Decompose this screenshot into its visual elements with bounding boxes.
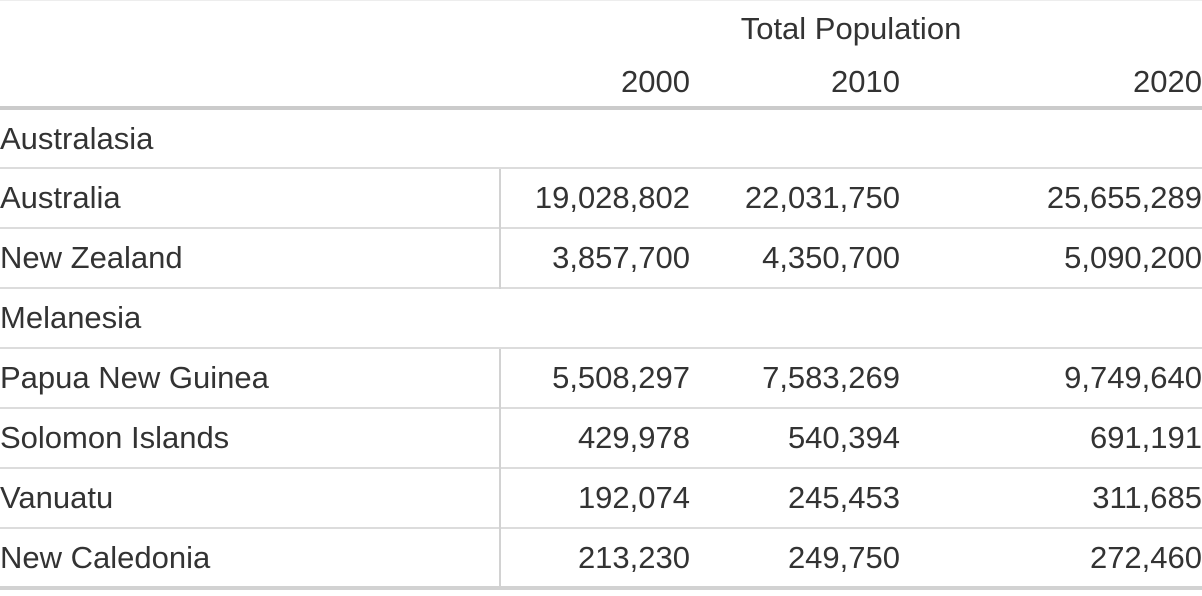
- population-value-2020: 5,090,200: [900, 227, 1202, 288]
- country-label: Vanuatu: [0, 467, 500, 528]
- country-label: Australia: [0, 167, 500, 228]
- population-value-2000: 3,857,700: [499, 227, 690, 288]
- country-label: Papua New Guinea: [0, 347, 500, 408]
- title-row: Total Population: [0, 1, 1202, 57]
- table-header: Total Population 2000 2010 2020: [0, 1, 1202, 110]
- country-label: New Zealand: [0, 227, 500, 288]
- group-label: Australasia: [0, 120, 154, 156]
- population-value-2000: 5,508,297: [499, 347, 690, 408]
- population-value-2000: 213,230: [499, 527, 690, 590]
- group-row-melanesia: Melanesia: [0, 287, 1202, 348]
- group-label: Melanesia: [0, 287, 1202, 348]
- year-header-2010: 2010: [690, 57, 900, 110]
- population-value-2010: 7,583,269: [690, 347, 900, 408]
- year-header-2000: 2000: [500, 57, 690, 110]
- population-value-2020: 25,655,289: [900, 167, 1202, 228]
- table-row-vanuatu: Vanuatu 192,074 245,453 311,685: [0, 467, 1202, 528]
- population-value-2000: 192,074: [499, 467, 690, 528]
- title-spacer-cell: [0, 1, 500, 57]
- population-value-2020: 691,191: [900, 407, 1202, 468]
- table-row-new-zealand: New Zealand 3,857,700 4,350,700 5,090,20…: [0, 227, 1202, 288]
- population-value-2000: 19,028,802: [499, 167, 690, 228]
- group-row-australasia: Australasia: [0, 108, 1202, 168]
- population-value-2020: 272,460: [900, 527, 1202, 590]
- country-label: New Caledonia: [0, 527, 500, 590]
- table-body: Australasia Australia 19,028,802 22,031,…: [0, 108, 1202, 590]
- table-row-new-caledonia: New Caledonia 213,230 249,750 272,460: [0, 527, 1202, 590]
- population-value-2020: 311,685: [900, 467, 1202, 528]
- population-value-2000: 429,978: [499, 407, 690, 468]
- population-value-2010: 249,750: [690, 527, 900, 590]
- population-value-2010: 4,350,700: [690, 227, 900, 288]
- year-header-2020: 2020: [900, 57, 1202, 110]
- year-header-row: 2000 2010 2020: [0, 57, 1202, 110]
- population-value-2010: 22,031,750: [690, 167, 900, 228]
- population-value-2010: 540,394: [690, 407, 900, 468]
- table-row-papua-new-guinea: Papua New Guinea 5,508,297 7,583,269 9,7…: [0, 347, 1202, 408]
- year-spacer-cell: [0, 57, 500, 110]
- population-value-2020: 9,749,640: [900, 347, 1202, 408]
- country-label: Solomon Islands: [0, 407, 500, 468]
- population-value-2010: 245,453: [690, 467, 900, 528]
- table-row-australia: Australia 19,028,802 22,031,750 25,655,2…: [0, 167, 1202, 228]
- table-row-solomon-islands: Solomon Islands 429,978 540,394 691,191: [0, 407, 1202, 468]
- table-title: Total Population: [740, 11, 962, 46]
